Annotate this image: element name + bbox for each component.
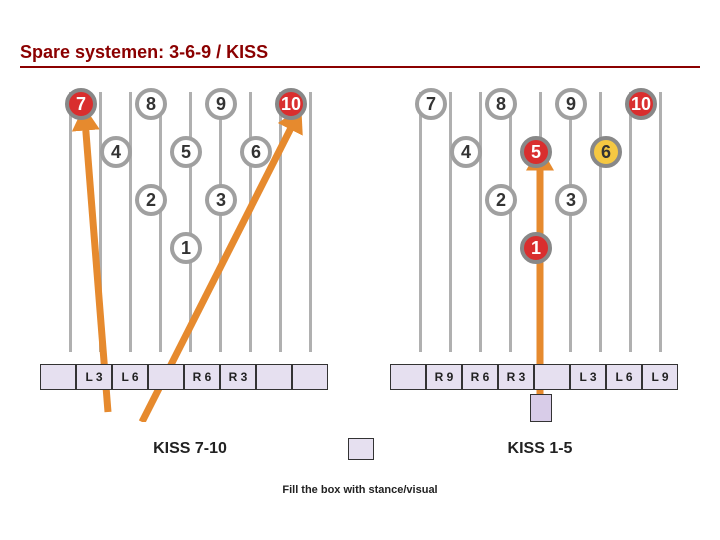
lane [599,92,602,352]
stance-box: R 9 [426,364,462,390]
stance-box: L 3 [76,364,112,390]
lane [159,92,162,352]
lane [69,92,72,352]
stance-box [534,364,570,390]
lane [419,92,422,352]
pin-3: 3 [205,184,237,216]
lane [659,92,662,352]
pin-9: 9 [205,88,237,120]
lane [629,92,632,352]
lane [449,92,452,352]
pin-7: 7 [415,88,447,120]
stance-box: L 6 [606,364,642,390]
stance-box [256,364,292,390]
pin-2: 2 [135,184,167,216]
lane [219,92,222,352]
lane [569,92,572,352]
pin-6: 6 [240,136,272,168]
stance-box: L 9 [642,364,678,390]
lane [129,92,132,352]
pin-1: 1 [520,232,552,264]
stance-box [292,364,328,390]
kiss-label: KISS 7-10 [40,440,340,458]
legend-box [348,438,374,460]
stance-box: L 3 [570,364,606,390]
pin-1: 1 [170,232,202,264]
pin-9: 9 [555,88,587,120]
footer-text: Fill the box with stance/visual [0,484,720,496]
pin-8: 8 [485,88,517,120]
pin-3: 3 [555,184,587,216]
pin-4: 4 [450,136,482,168]
stance-box: L 6 [112,364,148,390]
lane [99,92,102,352]
lane [249,92,252,352]
pin-2: 2 [485,184,517,216]
pin-10: 10 [275,88,307,120]
stance-box: R 6 [184,364,220,390]
stance-boxes: R 9R 6R 3 L 3L 6L 9 [390,364,690,392]
pin-10: 10 [625,88,657,120]
kiss-label: KISS 1-5 [390,440,690,458]
diagram-right: 78910456231R 9R 6R 3L 3L 6L 9KISS 1-5 [390,92,690,392]
stance-box [390,364,426,390]
lane [509,92,512,352]
stance-box [148,364,184,390]
diagram-left: 78910456231L 3L 6R 6R 3KISS 7-10 [40,92,340,392]
pin-7: 7 [65,88,97,120]
stance-box: R 6 [462,364,498,390]
pin-8: 8 [135,88,167,120]
stance-boxes: L 3L 6 R 6R 3 [40,364,340,392]
pin-5: 5 [170,136,202,168]
stance-box: R 3 [220,364,256,390]
pin-5: 5 [520,136,552,168]
extra-box [530,394,552,422]
pin-4: 4 [100,136,132,168]
lane [539,92,542,352]
lane [309,92,312,352]
lane [479,92,482,352]
page-title: Spare systemen: 3-6-9 / KISS [20,42,700,68]
lane [279,92,282,352]
pin-6: 6 [590,136,622,168]
lane [189,92,192,352]
stance-box: R 3 [498,364,534,390]
stance-box [40,364,76,390]
